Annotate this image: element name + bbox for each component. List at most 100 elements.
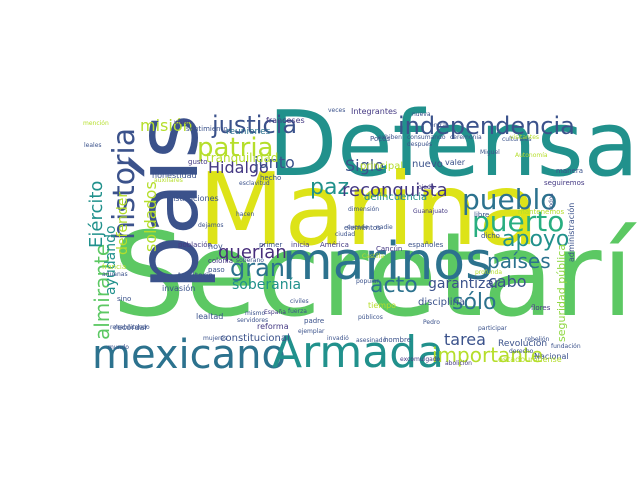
word: patria [197, 133, 274, 163]
word: justicia [212, 111, 298, 139]
word: tarea [444, 330, 486, 349]
word: públicos [358, 314, 383, 321]
word: instituciones [168, 194, 219, 203]
word: fundación [551, 343, 581, 350]
word: defender [115, 191, 131, 255]
word: rebelión [525, 336, 550, 343]
word: pueblo [462, 183, 558, 216]
word: valer [445, 158, 466, 167]
word: acto [370, 273, 418, 298]
word: honestidad [152, 171, 197, 180]
word: consumando [407, 134, 446, 141]
word: apoyo [502, 227, 570, 252]
word: elementos [344, 224, 381, 232]
word: nueva [412, 111, 431, 118]
word: colonia [208, 257, 234, 265]
word: soberanía [232, 277, 302, 293]
word: entra [430, 122, 446, 129]
word: hombre [384, 336, 412, 344]
word: excomulgado [400, 356, 441, 363]
word: nadie [376, 224, 393, 231]
word: recordar [114, 323, 148, 332]
word: leales [84, 142, 102, 149]
word: españoles [408, 241, 444, 249]
word: invadió [327, 335, 349, 342]
word: España [264, 309, 286, 316]
word: garantizar [428, 276, 500, 292]
word: hoy [208, 242, 223, 251]
word: derecho [509, 348, 534, 355]
word: Integrantes [351, 107, 398, 116]
word: soldados [141, 181, 160, 252]
word: junto [254, 153, 295, 172]
word: profunda [475, 269, 503, 276]
word: seguridad pública [555, 243, 568, 342]
word: invasión [162, 284, 196, 293]
word: Marina [198, 151, 540, 268]
word: después [407, 141, 433, 148]
word: dicho [481, 232, 500, 240]
word: inicia [291, 241, 310, 249]
word: aduanas [102, 271, 128, 278]
word: dimensión [348, 206, 380, 213]
word: fuerza [288, 308, 307, 315]
word: marinos [282, 232, 493, 292]
word: constitucional [220, 333, 290, 344]
word: Secretaría [112, 208, 640, 343]
word: delincuencia [364, 192, 428, 203]
word: Pocos [370, 135, 391, 143]
word: reconquista [342, 180, 448, 201]
word: tranquilidad [206, 151, 279, 165]
word: Autonomía [515, 152, 548, 159]
word: administración [567, 202, 576, 262]
word: paso [208, 266, 225, 274]
word: lealtad [196, 312, 224, 321]
word: querían [218, 242, 287, 263]
word: importante [432, 343, 544, 367]
word: Revolución [498, 339, 548, 349]
word: sólo [452, 290, 497, 315]
word: exhiben [378, 134, 402, 141]
word: sentimiento [186, 125, 228, 133]
word: Pedro [423, 319, 440, 326]
word: ceremonia [450, 134, 482, 141]
word: población [178, 241, 212, 249]
word: misión [140, 116, 193, 135]
word: primer [259, 241, 283, 249]
word: Nacional [534, 352, 569, 361]
word: ciudad [335, 231, 356, 238]
word: ojeda [418, 184, 435, 191]
word: independencia [398, 112, 575, 140]
word: Cancún [376, 245, 403, 253]
word: abolición [445, 360, 472, 367]
word: mujeres [203, 335, 228, 342]
word: libre [474, 211, 490, 219]
word: países [487, 249, 551, 273]
word: visión [174, 119, 192, 126]
word: francia [102, 263, 127, 271]
word: América [320, 241, 349, 249]
word: reforma [257, 322, 289, 331]
word: gusto [188, 158, 208, 166]
word: reuniones [226, 127, 271, 137]
word: Miguel [480, 149, 500, 156]
word: Armada [272, 327, 445, 378]
word: mención [83, 120, 109, 127]
word: cabo [488, 272, 527, 291]
word: puerto [472, 205, 565, 238]
word: disciplina [418, 297, 465, 308]
word: dejamos [198, 222, 224, 229]
word: Hidalgo [208, 158, 269, 177]
word: veces [328, 107, 346, 114]
word: culturales [502, 136, 532, 143]
word: auxiliares [154, 177, 183, 184]
word: ejemplar [298, 328, 325, 335]
word: mismo [245, 310, 266, 317]
word: sucede [347, 224, 369, 231]
word: flores [531, 304, 551, 312]
word: territorio [178, 271, 214, 280]
word: Guanajuato [413, 208, 448, 215]
word: participar [478, 325, 507, 332]
word: manera [556, 167, 584, 175]
